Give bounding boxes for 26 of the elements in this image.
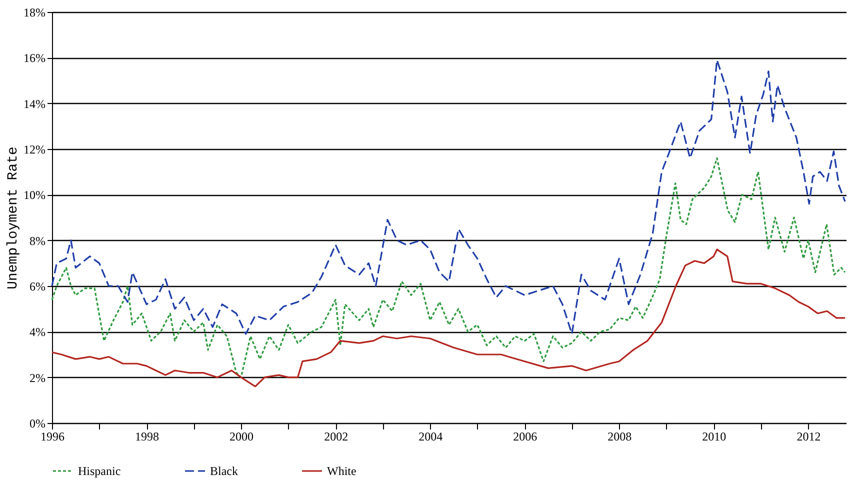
- y-tick-label: 18%: [24, 6, 46, 20]
- x-tick-label: 2008: [608, 430, 632, 444]
- line-series: [51, 59, 846, 335]
- line-series: [51, 157, 846, 378]
- legend-label: White: [327, 464, 356, 478]
- x-tick-label: 1996: [40, 430, 64, 444]
- y-tick-label: 16%: [24, 51, 46, 66]
- x-tick-label: 2002: [324, 430, 348, 444]
- y-axis-title: Unemployment Rate: [6, 146, 22, 290]
- x-tick-label: 1998: [135, 430, 160, 444]
- x-tick-label: 2006: [513, 430, 538, 444]
- legend-label: Hispanic: [78, 464, 121, 478]
- x-tick-label: 2004: [418, 430, 443, 444]
- y-tick-label: 2%: [30, 370, 46, 385]
- y-tick-label: 14%: [24, 96, 46, 111]
- y-tick-label: 10%: [24, 188, 46, 202]
- x-tick-label: 2010: [702, 430, 726, 444]
- y-tick-label: 12%: [24, 142, 46, 156]
- x-tick-label: 2012: [796, 430, 821, 444]
- x-tick-label: 2000: [230, 430, 254, 444]
- legend-label: Black: [210, 464, 238, 478]
- line-series: [51, 248, 846, 388]
- y-tick-label: 0%: [30, 416, 46, 430]
- y-tick-label: 4%: [30, 325, 46, 340]
- y-tick-label: 8%: [30, 234, 46, 248]
- y-tick-label: 6%: [30, 280, 46, 294]
